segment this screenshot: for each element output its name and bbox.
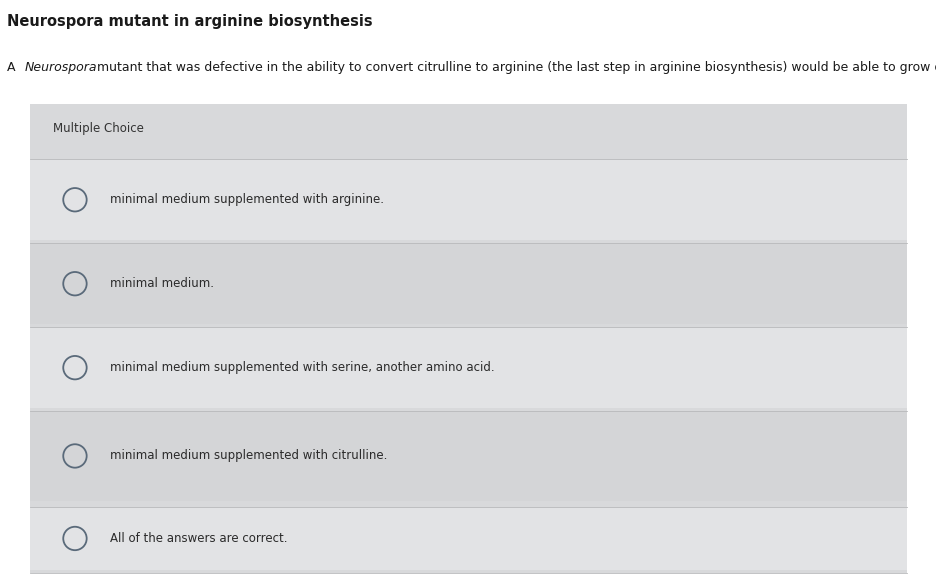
Text: minimal medium supplemented with arginine.: minimal medium supplemented with arginin… <box>110 193 383 206</box>
Text: Neurospora mutant in arginine biosynthesis: Neurospora mutant in arginine biosynthes… <box>7 14 373 30</box>
Bar <box>30 104 906 573</box>
Text: minimal medium supplemented with citrulline.: minimal medium supplemented with citrull… <box>110 449 387 463</box>
Bar <box>30 507 906 570</box>
Text: A: A <box>7 61 20 74</box>
Text: Neurospora: Neurospora <box>24 61 96 74</box>
Bar <box>30 159 906 240</box>
Text: mutant that was defective in the ability to convert citrulline to arginine (the : mutant that was defective in the ability… <box>93 61 936 74</box>
Bar <box>30 243 906 324</box>
Text: All of the answers are correct.: All of the answers are correct. <box>110 532 286 545</box>
Text: minimal medium.: minimal medium. <box>110 277 213 290</box>
Bar <box>30 411 906 501</box>
Text: Multiple Choice: Multiple Choice <box>53 122 144 134</box>
Bar <box>30 327 906 408</box>
Text: minimal medium supplemented with serine, another amino acid.: minimal medium supplemented with serine,… <box>110 361 493 374</box>
